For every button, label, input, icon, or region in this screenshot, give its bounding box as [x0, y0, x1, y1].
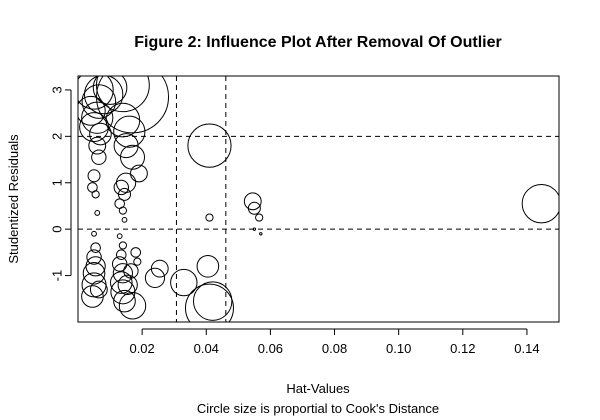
point-29	[116, 172, 137, 193]
y-tick-label-0: -1	[50, 270, 65, 282]
point-50	[170, 268, 198, 297]
point-18	[86, 249, 102, 265]
point-44	[123, 263, 139, 279]
point-51	[196, 255, 220, 278]
x-tick-label-1: 0.04	[194, 341, 219, 356]
point-5	[96, 76, 150, 113]
x-axis-sublabel: Circle size is proportial to Cook's Dist…	[197, 401, 439, 416]
y-tick-label-4: 3	[50, 86, 65, 93]
point-52	[184, 283, 234, 322]
point-26	[113, 133, 139, 159]
x-tick-label-2: 0.06	[258, 341, 283, 356]
point-8	[79, 112, 109, 142]
point-23	[89, 280, 108, 299]
point-31	[117, 187, 131, 201]
point-33	[118, 206, 127, 215]
point-42	[113, 289, 136, 313]
point-39	[112, 263, 133, 284]
point-11	[91, 149, 107, 165]
point-2	[83, 76, 124, 115]
point-53	[192, 281, 233, 321]
point-46	[118, 292, 147, 320]
point-35	[116, 233, 123, 240]
x-axis-label: Hat-Values	[286, 381, 350, 396]
x-tick-label-6: 0.14	[514, 341, 539, 356]
x-tick-label-3: 0.08	[322, 341, 347, 356]
plot-frame	[77, 75, 560, 323]
chart-title: Figure 2: Influence Plot After Removal O…	[134, 34, 501, 51]
point-20	[82, 261, 106, 285]
point-7	[81, 101, 114, 134]
point-37	[115, 249, 127, 260]
point-14	[91, 190, 100, 199]
point-40	[109, 271, 133, 294]
point-47	[133, 257, 142, 266]
point-25	[113, 115, 146, 148]
y-tick-label-2: 1	[50, 179, 65, 186]
point-10	[88, 136, 107, 155]
reference-lines	[78, 76, 559, 322]
point-58	[255, 213, 264, 222]
point-59	[252, 227, 257, 231]
data-points	[78, 76, 559, 322]
y-axis-label: Studentized Residuals	[6, 134, 21, 264]
point-15	[94, 210, 101, 216]
x-tick-label-4: 0.10	[386, 341, 411, 356]
point-17	[90, 242, 101, 254]
point-4	[96, 76, 170, 134]
point-12	[87, 169, 101, 183]
point-3	[92, 76, 128, 105]
point-61	[521, 183, 559, 224]
x-tick-label-0: 0.02	[129, 341, 154, 356]
point-6	[78, 95, 106, 126]
x-axis: 0.02 0.04 0.06 0.08 0.10 0.12 0.14	[129, 328, 540, 356]
point-0	[78, 76, 114, 110]
y-tick-label-3: 2	[50, 133, 65, 140]
y-tick-label-1: 0	[50, 226, 65, 233]
point-36	[118, 241, 127, 250]
point-60	[259, 232, 263, 236]
point-56	[243, 192, 262, 211]
point-16	[91, 230, 97, 237]
point-57	[247, 201, 261, 215]
x-tick-label-5: 0.12	[450, 341, 475, 356]
point-45	[130, 247, 142, 258]
point-38	[111, 256, 128, 272]
point-34	[121, 216, 128, 223]
point-27	[120, 144, 146, 170]
point-28	[130, 164, 148, 183]
point-9	[89, 122, 112, 146]
point-49	[144, 267, 166, 289]
point-43	[117, 274, 138, 295]
point-41	[110, 279, 136, 305]
point-55	[205, 213, 214, 222]
point-54	[187, 123, 232, 168]
y-axis: -1 0 1 2 3	[50, 86, 72, 281]
point-30	[113, 179, 129, 196]
